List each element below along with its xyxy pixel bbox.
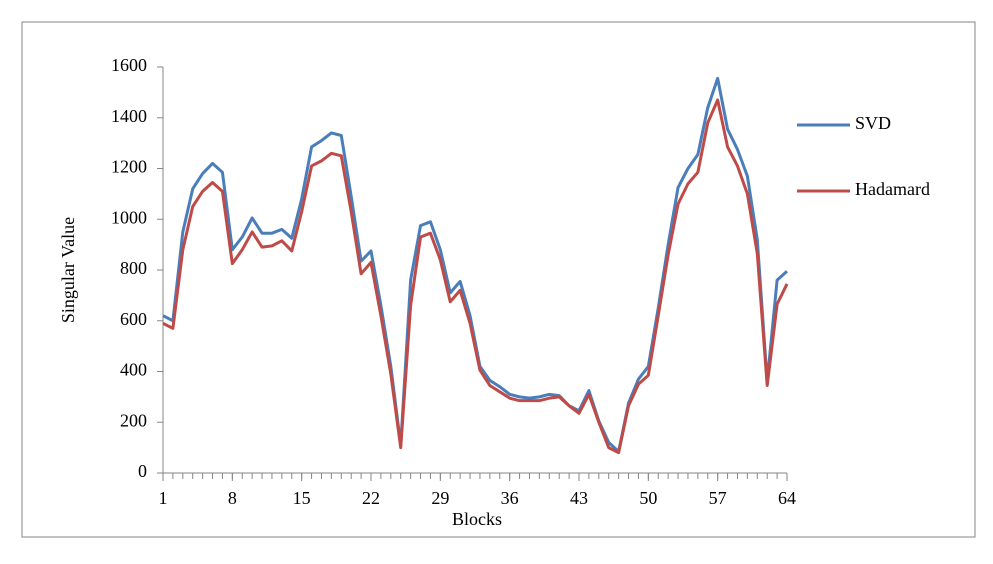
y-tick-label: 200 xyxy=(120,410,147,430)
x-tick-label: 36 xyxy=(501,488,519,508)
x-tick-label: 15 xyxy=(293,488,311,508)
series-line xyxy=(162,98,789,455)
y-tick-label: 1400 xyxy=(111,106,147,126)
legend-label: Hadamard xyxy=(855,179,930,199)
y-tick-label: 1600 xyxy=(111,55,147,75)
y-tick-label: 1000 xyxy=(111,207,147,227)
x-tick-label: 8 xyxy=(228,488,237,508)
x-tick-label: 22 xyxy=(362,488,380,508)
x-tick-label: 29 xyxy=(431,488,449,508)
y-axis-label: Singular Value xyxy=(58,217,78,323)
x-tick-label: 1 xyxy=(159,488,168,508)
x-axis-label: Blocks xyxy=(452,509,502,529)
y-tick-label: 0 xyxy=(138,461,147,481)
x-tick-label: 57 xyxy=(709,488,727,508)
chart-border xyxy=(21,21,976,538)
y-tick-label: 400 xyxy=(120,360,147,380)
x-tick-label: 64 xyxy=(778,488,796,508)
x-tick-label: 50 xyxy=(639,488,657,508)
y-tick-label: 600 xyxy=(120,309,147,329)
y-tick-label: 800 xyxy=(120,258,147,278)
y-tick-label: 1200 xyxy=(111,157,147,177)
legend-label: SVD xyxy=(855,113,891,133)
x-tick-label: 43 xyxy=(570,488,588,508)
